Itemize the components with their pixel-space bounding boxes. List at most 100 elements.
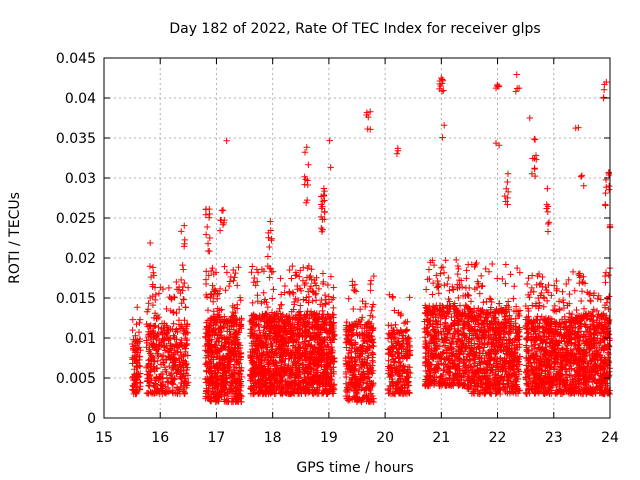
data-point — [308, 266, 315, 273]
data-point — [300, 264, 307, 271]
data-point — [180, 382, 188, 389]
data-point — [441, 282, 448, 289]
data-point — [136, 316, 144, 323]
data-point — [179, 361, 186, 369]
data-point — [143, 378, 151, 385]
data-point — [184, 320, 191, 328]
data-point — [235, 371, 243, 378]
data-point — [237, 297, 244, 304]
data-point — [442, 256, 449, 264]
data-point — [174, 342, 181, 350]
data-point — [505, 298, 512, 305]
data-point — [209, 282, 216, 289]
data-point — [173, 369, 181, 376]
data-point — [166, 293, 173, 301]
data-point — [175, 321, 183, 328]
data-point — [165, 335, 173, 342]
data-point — [175, 306, 183, 313]
data-point — [178, 351, 185, 359]
data-point — [216, 355, 223, 362]
data-point — [185, 379, 192, 386]
data-point — [230, 363, 237, 371]
data-point — [156, 342, 164, 350]
data-point — [153, 335, 160, 343]
data-point — [150, 329, 157, 337]
data-point — [177, 383, 184, 391]
data-point — [227, 273, 235, 281]
data-point — [176, 363, 184, 370]
data-point — [307, 272, 314, 280]
data-point — [215, 290, 223, 297]
data-point — [135, 328, 143, 336]
data-point — [217, 324, 224, 332]
data-point — [213, 338, 220, 346]
data-point — [151, 377, 159, 384]
data-point — [160, 359, 167, 366]
data-point — [226, 278, 234, 285]
data-point — [277, 301, 285, 309]
data-point — [446, 287, 453, 294]
data-point — [489, 260, 496, 268]
data-point — [249, 299, 256, 307]
data-point — [145, 341, 153, 349]
data-point — [152, 291, 160, 298]
data-point — [173, 278, 180, 286]
data-point — [231, 304, 238, 311]
data-point — [129, 316, 136, 323]
data-point — [510, 295, 517, 302]
data-point — [208, 397, 215, 404]
data-point — [158, 339, 165, 346]
data-point — [177, 368, 184, 375]
data-point — [216, 285, 224, 293]
data-point — [385, 322, 392, 329]
data-point — [204, 307, 212, 314]
data-point — [321, 291, 329, 299]
data-point — [226, 334, 233, 341]
data-point — [218, 364, 225, 372]
data-point — [389, 294, 397, 301]
data-point — [206, 380, 213, 387]
data-point — [236, 344, 244, 352]
data-point — [151, 368, 158, 375]
data-point — [224, 364, 232, 372]
data-point — [221, 339, 229, 346]
data-point — [406, 294, 413, 301]
data-point — [207, 343, 214, 350]
data-point — [167, 295, 175, 302]
data-point — [155, 352, 162, 360]
data-point — [324, 281, 332, 289]
data-point — [202, 379, 210, 386]
data-point — [232, 317, 239, 324]
data-point — [367, 280, 374, 288]
data-point — [422, 286, 430, 293]
data-point — [216, 335, 223, 342]
data-point — [435, 290, 443, 297]
data-point — [222, 286, 229, 294]
data-point — [228, 340, 236, 347]
data-point — [146, 382, 153, 390]
data-point — [217, 360, 224, 367]
data-point — [233, 321, 240, 328]
data-point — [166, 345, 174, 352]
data-point — [221, 318, 228, 326]
data-point — [181, 378, 189, 385]
data-point — [210, 286, 218, 293]
data-point — [205, 367, 212, 375]
y-axis-label: ROTI / TECUs — [7, 192, 23, 284]
data-point — [345, 295, 352, 302]
data-point — [159, 285, 167, 293]
data-point — [182, 348, 189, 356]
data-point — [161, 383, 169, 390]
data-point — [155, 290, 163, 297]
data-point — [232, 309, 239, 317]
data-point — [494, 275, 501, 282]
data-point — [235, 379, 242, 386]
data-point — [222, 384, 229, 392]
data-point — [269, 295, 276, 302]
data-point — [132, 332, 139, 339]
data-point — [209, 328, 216, 335]
data-point — [183, 336, 191, 344]
data-point — [236, 376, 244, 383]
data-point — [208, 353, 216, 360]
data-point — [228, 322, 236, 329]
